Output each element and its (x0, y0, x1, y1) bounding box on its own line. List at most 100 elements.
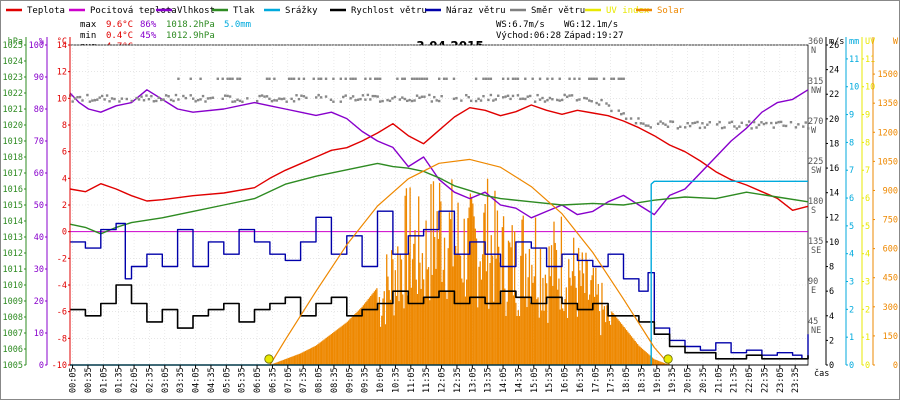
wind-direction-mark (265, 95, 269, 98)
wind-direction-mark (189, 77, 192, 80)
solar-axis-tick-label: 300 (883, 303, 898, 313)
wind-direction-mark (297, 77, 301, 80)
x-tick-label: 14:05 (499, 367, 509, 393)
x-tick-label: 22:05 (745, 367, 755, 393)
wind-gust-info: WG:12.1m/s (564, 20, 618, 30)
wind-direction-mark (684, 126, 687, 129)
hpa-axis-tick-label: 1012 (3, 249, 23, 259)
direction-tick-dir: W (811, 126, 817, 136)
wind-direction-mark (317, 93, 320, 97)
wind-direction-mark (529, 94, 532, 98)
wind-direction-mark (273, 99, 276, 102)
x-tick-label: 08:05 (315, 367, 325, 393)
x-tick-label: 12:05 (438, 367, 448, 393)
wind-direction-mark (319, 96, 323, 99)
wind-direction-mark (747, 120, 751, 123)
direction-tick-label: 45 (808, 317, 818, 327)
wind-direction-mark (487, 98, 490, 102)
wind-direction-mark (607, 104, 611, 107)
wind-direction-mark (477, 97, 480, 101)
wind-axis-tick-label: 24 (829, 66, 839, 76)
wind-direction-mark (438, 99, 441, 103)
celsius-axis-tick-label: 2 (62, 201, 67, 211)
wind-direction-mark (807, 127, 810, 130)
wind-direction-mark (410, 99, 414, 103)
wind-direction-mark (381, 99, 384, 103)
x-tick-label: 11:35 (422, 367, 432, 393)
percent-axis-tick-label: 30 (34, 265, 44, 275)
wind-direction-mark (548, 96, 552, 100)
wind-direction-mark (595, 101, 598, 105)
wind-direction-mark (226, 77, 229, 80)
x-tick-label: 03:35 (176, 367, 186, 393)
wind-direction-mark (514, 77, 517, 80)
wind-direction-mark (73, 97, 77, 100)
wind-direction-mark (108, 100, 111, 103)
wind-direction-mark (172, 99, 175, 103)
direction-tick-label: 270 (808, 117, 823, 127)
wind-direction-mark (755, 126, 758, 129)
wind-direction-mark (703, 126, 707, 129)
wind-direction-mark (634, 121, 638, 125)
wind-direction-mark (206, 97, 210, 100)
wind-direction-mark (637, 117, 640, 120)
left-axes: hPa1025102410231022102110201019101810171… (3, 37, 71, 371)
wind-direction-mark (501, 77, 505, 80)
rain-axis-tick-label: 1 (849, 333, 854, 343)
wind-direction-mark (597, 103, 601, 106)
series-line-4 (70, 284, 809, 360)
wind-direction-mark (339, 77, 342, 80)
wind-direction-mark (435, 99, 438, 102)
wind-direction-mark (125, 97, 128, 101)
wind-direction-mark (504, 95, 507, 98)
wind-direction-mark (140, 95, 143, 98)
wind-direction-mark (624, 117, 628, 120)
rain-axis-tick-label: 10 (849, 83, 859, 93)
wind-direction-mark (511, 94, 515, 98)
wind-direction-mark (155, 99, 158, 103)
wind-direction-mark (332, 100, 335, 103)
wind-direction-mark (489, 77, 493, 80)
wind-direction-mark (388, 99, 392, 103)
wind-direction-mark (438, 77, 441, 80)
direction-tick-label: 360 (808, 37, 823, 47)
wind-direction-mark (356, 98, 360, 101)
wind-direction-mark (696, 120, 699, 124)
wind-direction-mark (354, 77, 357, 80)
celsius-axis-tick-label: 6 (62, 148, 67, 158)
uv-axis-tick-label: 6 (865, 194, 870, 204)
wind-direction-mark (492, 99, 495, 102)
wind-direction-mark (440, 94, 443, 98)
right-axes: 360N315NW270W225SW180S135SE90E45NEm/s262… (808, 37, 899, 371)
wind-direction-mark (561, 98, 564, 102)
wind-direction-mark (344, 94, 347, 97)
wind-direction-mark (669, 120, 672, 123)
wind-direction-mark (275, 99, 279, 102)
wind-direction-mark (221, 77, 224, 80)
wind-direction-mark (735, 127, 739, 130)
wind-direction-mark (531, 77, 534, 80)
x-tick-label: 06:35 (268, 367, 278, 393)
wind-direction-mark (506, 94, 510, 97)
wind-direction-mark (300, 94, 303, 97)
wind-direction-mark (201, 94, 205, 98)
wind-direction-mark (708, 121, 711, 124)
uv-layer (264, 354, 673, 364)
wind-direction-mark (177, 77, 180, 80)
wind-direction-mark (157, 96, 160, 99)
direction-tick-label: 225 (808, 157, 823, 167)
wind-direction-mark (371, 94, 374, 98)
stat-min-hum: 45% (140, 31, 157, 41)
hpa-axis-tick-label: 1023 (3, 73, 23, 83)
wind-direction-mark (556, 98, 559, 102)
wind-direction-mark (524, 77, 527, 80)
wind-direction-mark (642, 122, 645, 125)
stat-max-temp: 9.6°C (106, 20, 133, 30)
wind-direction-mark (723, 126, 726, 129)
wind-direction-mark (770, 121, 773, 125)
wind-direction-mark (152, 100, 156, 103)
x-tick-label: 00:05 (69, 367, 79, 393)
hpa-axis-tick-label: 1018 (3, 153, 23, 163)
wind-direction-mark (408, 98, 411, 102)
wind-direction-mark (543, 100, 547, 103)
